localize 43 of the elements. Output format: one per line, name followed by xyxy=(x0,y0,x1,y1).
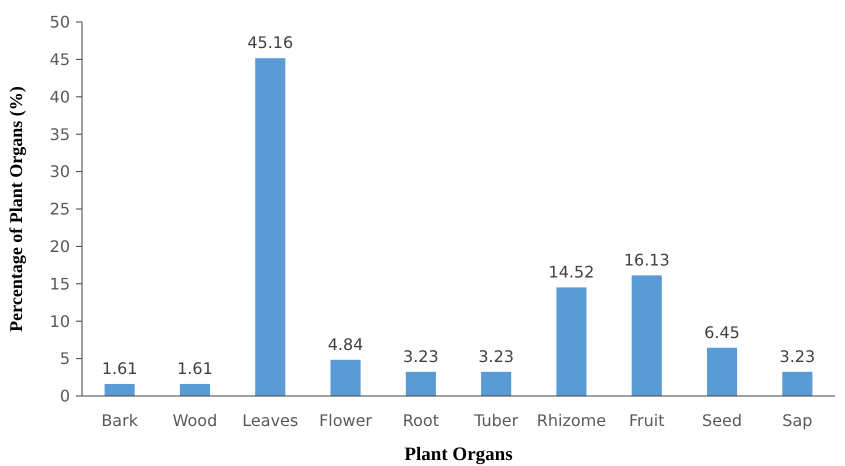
data-label: 3.23 xyxy=(780,346,816,366)
y-tick-label: 25 xyxy=(50,200,70,219)
data-label: 14.52 xyxy=(548,262,594,282)
y-tick-label: 5 xyxy=(60,349,70,368)
y-axis-title: Percentage of Plant Organs (%) xyxy=(6,86,26,332)
x-tick-label: Sap xyxy=(782,411,812,430)
y-tick-label: 20 xyxy=(50,237,70,256)
y-tick-label: 50 xyxy=(50,12,70,32)
x-axis-title: Plant Organs xyxy=(404,444,513,465)
bar xyxy=(632,275,662,396)
x-tick-label: Flower xyxy=(319,411,372,430)
bar xyxy=(330,360,361,396)
x-tick-label: Rhizome xyxy=(536,411,606,430)
y-tick-label: 15 xyxy=(50,274,70,294)
x-tick-label: Wood xyxy=(172,411,218,430)
data-label: 1.61 xyxy=(177,358,213,378)
bar xyxy=(782,372,812,396)
x-tick-label: Seed xyxy=(702,411,742,430)
x-tick-label: Tuber xyxy=(473,411,519,430)
data-label: 16.13 xyxy=(624,250,670,270)
bar xyxy=(255,58,286,396)
data-label: 6.45 xyxy=(704,322,740,342)
y-tick-label: 35 xyxy=(50,124,70,144)
x-tick-label: Root xyxy=(402,411,439,430)
bar xyxy=(406,372,436,396)
bar xyxy=(481,372,512,396)
bar xyxy=(556,287,587,396)
x-tick-label: Bark xyxy=(101,411,139,430)
y-tick-label: 0 xyxy=(60,386,70,406)
data-label: 1.61 xyxy=(102,358,138,378)
data-label: 3.23 xyxy=(478,346,514,366)
bar xyxy=(180,384,210,396)
data-label: 45.16 xyxy=(247,33,294,52)
data-label: 4.84 xyxy=(328,334,364,354)
y-tick-label: 10 xyxy=(50,312,70,331)
x-tick-label: Fruit xyxy=(629,411,664,430)
bar xyxy=(104,384,135,396)
data-label: 3.23 xyxy=(403,346,439,366)
y-tick-label: 30 xyxy=(50,162,70,182)
y-tick-label: 45 xyxy=(50,50,70,69)
bar xyxy=(706,348,738,396)
y-tick-label: 40 xyxy=(50,87,70,106)
x-tick-label: Leaves xyxy=(242,411,298,430)
